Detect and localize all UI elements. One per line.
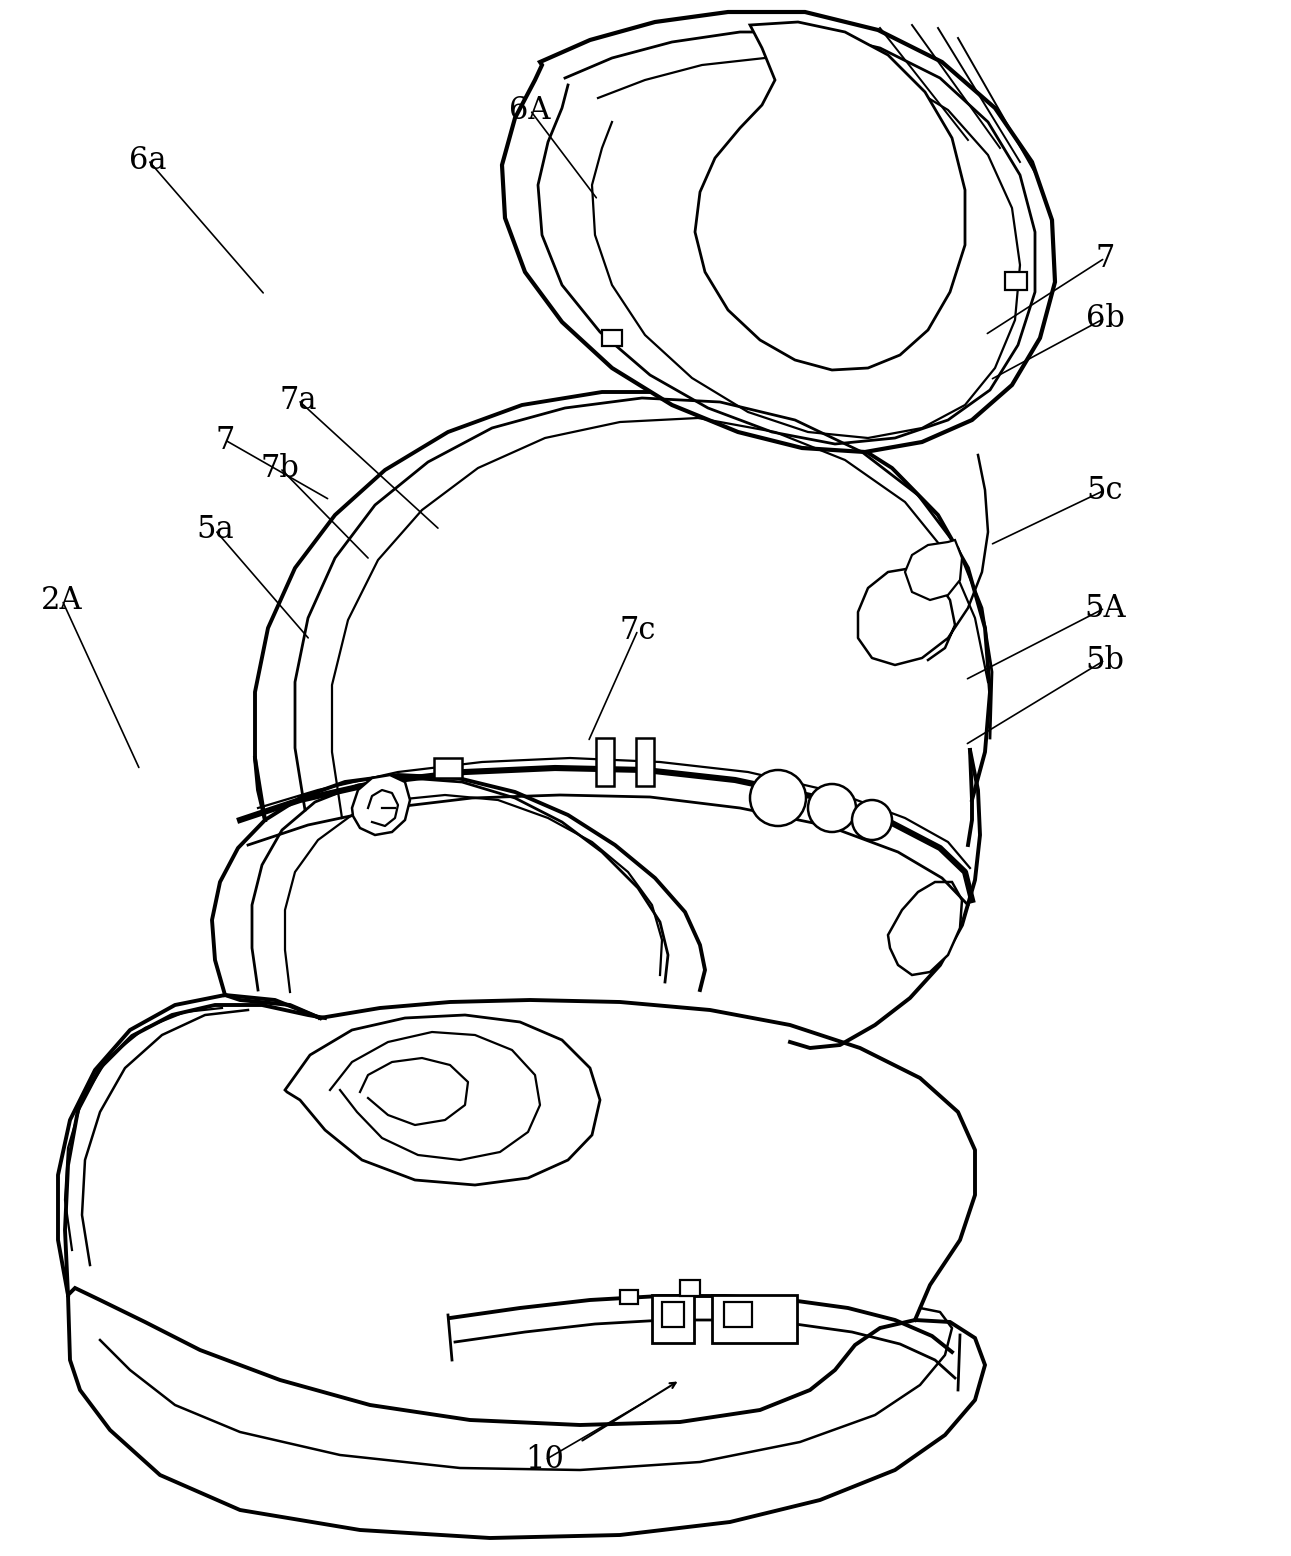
- Bar: [713, 1295, 797, 1343]
- Text: 6A: 6A: [509, 95, 551, 126]
- Text: 5c: 5c: [1087, 475, 1123, 506]
- Polygon shape: [68, 1288, 985, 1537]
- Circle shape: [808, 784, 856, 832]
- Text: 7a: 7a: [279, 384, 316, 415]
- Bar: [724, 1302, 751, 1327]
- Text: 2A: 2A: [41, 585, 83, 616]
- Bar: [1004, 272, 1028, 289]
- Circle shape: [852, 800, 892, 840]
- Bar: [602, 330, 622, 345]
- Bar: [636, 738, 655, 786]
- Polygon shape: [888, 882, 962, 976]
- Text: 5A: 5A: [1084, 593, 1126, 624]
- Bar: [434, 758, 462, 778]
- Text: 10: 10: [525, 1444, 564, 1475]
- Circle shape: [750, 770, 806, 826]
- Text: 7: 7: [1095, 243, 1114, 274]
- Polygon shape: [285, 1015, 600, 1186]
- Polygon shape: [905, 540, 962, 601]
- Polygon shape: [352, 775, 411, 836]
- Text: 6a: 6a: [129, 145, 167, 176]
- Polygon shape: [695, 22, 964, 370]
- Text: 7c: 7c: [620, 615, 656, 646]
- Bar: [680, 1281, 700, 1296]
- Bar: [662, 1302, 684, 1327]
- Bar: [652, 1295, 695, 1343]
- Polygon shape: [502, 12, 1055, 451]
- Text: 5b: 5b: [1086, 644, 1124, 675]
- Text: 7b: 7b: [261, 453, 300, 484]
- Text: 7: 7: [216, 425, 235, 456]
- Text: 6b: 6b: [1086, 302, 1124, 333]
- Bar: [620, 1290, 638, 1304]
- Bar: [596, 738, 615, 786]
- Text: 5a: 5a: [196, 515, 234, 546]
